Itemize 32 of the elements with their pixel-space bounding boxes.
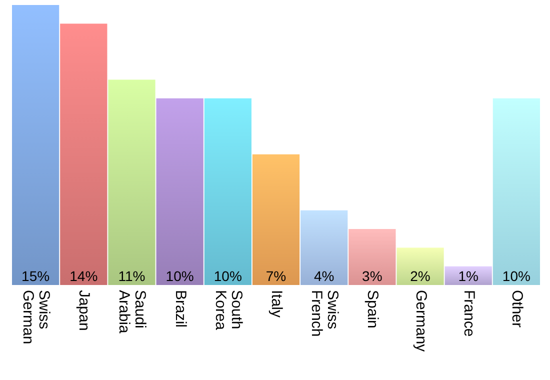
x-tick-label: Other (508, 290, 526, 328)
x-tick-label: Swiss French (308, 290, 342, 337)
x-tick-label: Japan (76, 290, 93, 331)
bar (108, 80, 156, 285)
bar (252, 154, 300, 285)
data-label: 2% (410, 268, 430, 284)
bar (60, 24, 108, 285)
data-label: 15% (22, 268, 50, 284)
bar (348, 229, 396, 285)
data-label: 3% (362, 268, 382, 284)
x-tick-label: Italy (268, 290, 286, 318)
data-label: 10% (214, 268, 242, 284)
x-tick-label: Saudi Arabia (116, 290, 149, 334)
bar (300, 210, 348, 285)
bar (204, 98, 252, 285)
x-tick-label: Spain (364, 290, 382, 328)
data-label: 7% (266, 268, 286, 284)
data-label: 14% (70, 268, 98, 284)
x-tick-label: South Korea (212, 290, 245, 331)
x-tick-label: Brazil (172, 290, 189, 328)
bar (396, 248, 444, 285)
data-label: 10% (166, 268, 194, 284)
data-label: 11% (118, 268, 146, 284)
x-tick-label: Germany (412, 290, 430, 352)
bar (156, 98, 204, 285)
x-tick-label: Swiss German (20, 290, 53, 344)
x-tick-label: France (460, 290, 478, 337)
bar (492, 98, 540, 285)
data-label: 1% (458, 268, 478, 284)
data-label: 10% (502, 268, 530, 284)
bar (12, 5, 60, 285)
data-label: 4% (314, 268, 334, 284)
